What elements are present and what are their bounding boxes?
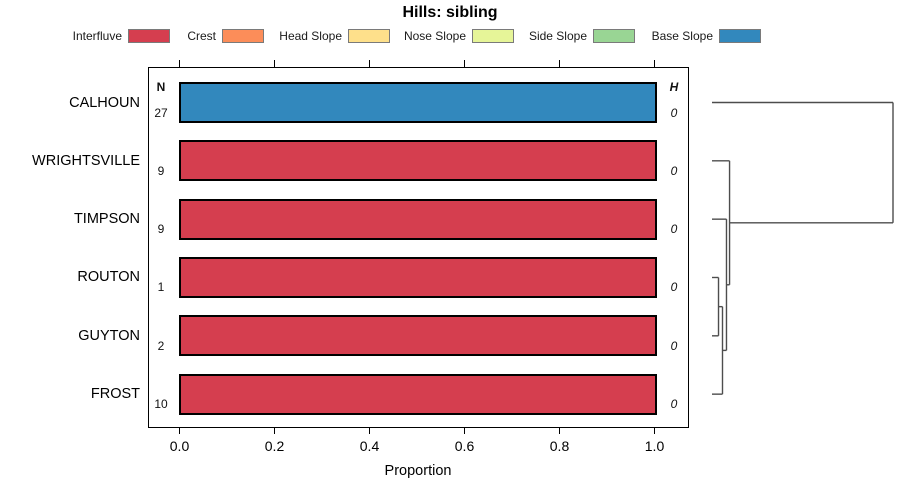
x-tick-top xyxy=(653,60,656,67)
legend-swatch xyxy=(348,29,390,43)
n-value: 27 xyxy=(154,105,168,120)
legend-label: Nose Slope xyxy=(403,29,466,43)
bar-segment xyxy=(178,315,657,357)
n-column-header: N xyxy=(156,80,166,94)
x-tick-top xyxy=(368,60,371,67)
h-value: 0 xyxy=(670,338,678,353)
bar-segment xyxy=(178,140,657,182)
legend-swatch xyxy=(472,29,514,43)
n-value: 1 xyxy=(157,280,165,295)
n-value: 9 xyxy=(157,163,165,178)
legend-swatch xyxy=(719,29,761,43)
x-tick-label: 0.0 xyxy=(169,438,190,454)
legend-label: Side Slope xyxy=(528,29,587,43)
plot-area xyxy=(148,67,689,428)
y-axis-label: FROST xyxy=(90,386,140,403)
n-value: 2 xyxy=(157,338,165,353)
x-tick-label: 0.6 xyxy=(454,438,475,454)
x-tick-bottom xyxy=(273,427,276,434)
x-axis-title: Proportion xyxy=(384,463,452,479)
y-axis-label: CALHOUN xyxy=(69,94,140,111)
y-axis-label: WRIGHTSVILLE xyxy=(32,152,140,169)
x-tick-bottom xyxy=(558,427,561,434)
bar-segment xyxy=(178,256,657,298)
legend-label: Head Slope xyxy=(279,29,342,43)
legend-label: Interfluve xyxy=(72,29,122,43)
bar-segment xyxy=(178,198,657,240)
x-tick-label: 0.2 xyxy=(264,438,285,454)
h-value: 0 xyxy=(670,105,678,120)
bar-segment xyxy=(178,82,657,123)
n-value: 9 xyxy=(157,222,165,237)
x-tick-label: 0.8 xyxy=(549,438,570,454)
y-axis-label: TIMPSON xyxy=(73,211,140,228)
y-axis-label: ROUTON xyxy=(77,269,140,286)
legend-swatch xyxy=(222,29,264,43)
chart-title: Hills: sibling xyxy=(402,4,498,21)
x-tick-top xyxy=(273,60,276,67)
h-value: 0 xyxy=(670,163,678,178)
bar-segment xyxy=(178,373,657,415)
h-value: 0 xyxy=(670,280,678,295)
h-value: 0 xyxy=(670,222,678,237)
legend-swatch xyxy=(128,29,170,43)
x-tick-label: 0.4 xyxy=(359,438,380,454)
x-tick-bottom xyxy=(368,427,371,434)
h-column-header: H xyxy=(669,80,679,94)
x-tick-top xyxy=(558,60,561,67)
h-value: 0 xyxy=(670,397,678,412)
x-tick-top xyxy=(178,60,181,67)
x-tick-top xyxy=(463,60,466,67)
legend-label: Base Slope xyxy=(651,29,713,43)
x-tick-bottom xyxy=(653,427,656,434)
legend-swatch xyxy=(593,29,635,43)
x-tick-label: 1.0 xyxy=(644,438,665,454)
x-tick-bottom xyxy=(463,427,466,434)
y-axis-label: GUYTON xyxy=(78,327,140,344)
n-value: 10 xyxy=(154,397,168,412)
x-tick-bottom xyxy=(178,427,181,434)
legend-label: Crest xyxy=(187,29,216,43)
